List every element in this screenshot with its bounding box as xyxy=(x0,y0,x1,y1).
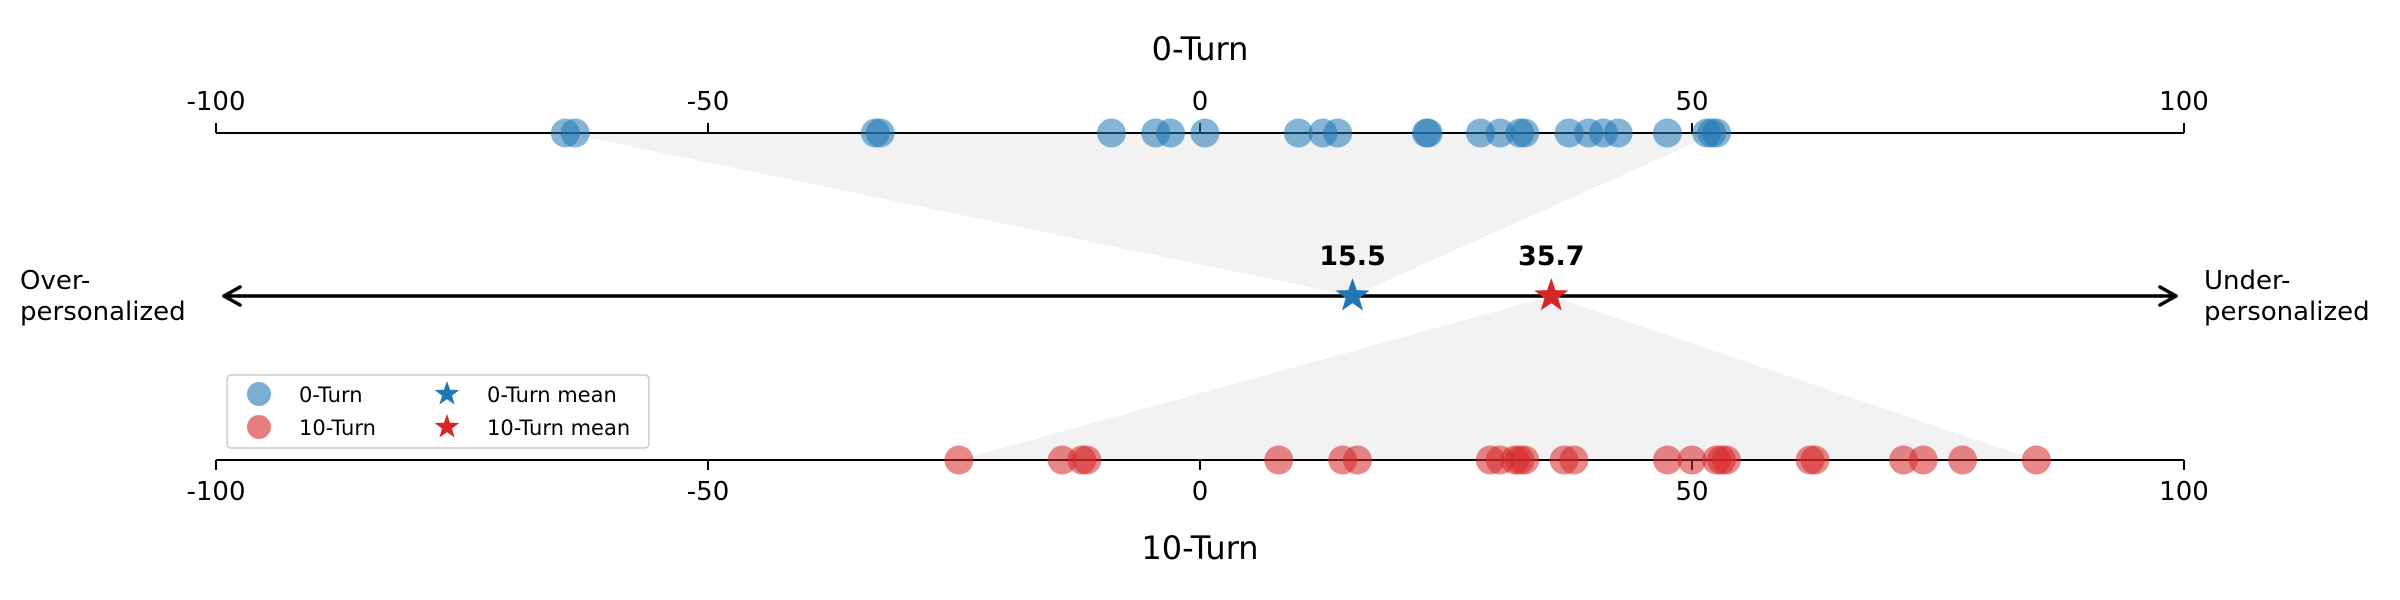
over-personalized-label-line1: Over- xyxy=(20,266,90,296)
left-arrowhead-icon xyxy=(222,285,242,307)
bottom-tick-label: -50 xyxy=(687,477,729,507)
mean-star-0-turn-mean xyxy=(1335,278,1370,311)
point-10-turn xyxy=(1652,445,1682,475)
top-tick-label: 0 xyxy=(1192,87,1209,117)
point-0-turn xyxy=(1702,118,1732,148)
legend-box xyxy=(226,374,650,449)
under-personalized-label-line2: personalized xyxy=(2204,297,2370,327)
mean-label: 15.5 xyxy=(1319,241,1386,272)
point-10-turn xyxy=(1510,445,1540,475)
point-0-turn xyxy=(865,118,895,148)
mean-star-10-turn-mean xyxy=(1534,278,1569,311)
point-0-turn xyxy=(1413,118,1443,148)
point-0-turn xyxy=(1155,118,1185,148)
point-0-turn xyxy=(1510,118,1540,148)
top-axis-ticks: -100 -50 0 50 100 xyxy=(186,87,2209,133)
point-0-turn xyxy=(1096,118,1126,148)
point-10-turn xyxy=(1559,445,1589,475)
right-arrowhead-icon xyxy=(2158,285,2178,307)
bottom-tick-label: 50 xyxy=(1675,477,1708,507)
legend: 0-Turn 10-Turn 0-Turn mean 10-Turn mean xyxy=(226,374,650,449)
point-10-turn xyxy=(1072,445,1102,475)
point-0-turn xyxy=(1603,118,1633,148)
middle-axis: Over- personalized Under- personalized xyxy=(20,266,2370,327)
legend-label-0-turn-mean: 0-Turn mean xyxy=(487,383,617,407)
bottom-tick-label: 0 xyxy=(1192,477,1209,507)
under-personalized-label-line1: Under- xyxy=(2204,266,2290,296)
top-tick-label: 50 xyxy=(1675,87,1708,117)
point-0-turn xyxy=(1190,118,1220,148)
point-10-turn xyxy=(944,445,974,475)
legend-label-10-turn-mean: 10-Turn mean xyxy=(487,416,630,440)
point-10-turn xyxy=(1711,445,1741,475)
bottom-tick-label: -100 xyxy=(186,477,245,507)
point-0-turn xyxy=(1283,118,1313,148)
legend-marker-10-turn xyxy=(247,415,271,439)
top-tick-label: 100 xyxy=(2159,87,2209,117)
point-10-turn xyxy=(1948,445,1978,475)
legend-label-0-turn: 0-Turn xyxy=(299,383,363,407)
point-0-turn xyxy=(1652,118,1682,148)
point-0-turn xyxy=(1323,118,1353,148)
legend-star-0-turn-mean-icon xyxy=(434,381,460,405)
top-axis-title: 0-Turn xyxy=(1152,30,1249,68)
over-personalized-label-line2: personalized xyxy=(20,297,186,327)
fan-region-0-turn xyxy=(565,133,1717,296)
fan-regions xyxy=(565,133,2037,460)
point-10-turn xyxy=(1908,445,1938,475)
legend-label-10-turn: 10-Turn xyxy=(299,416,376,440)
bottom-axis-title: 10-Turn xyxy=(1141,529,1258,567)
mean-label: 35.7 xyxy=(1518,241,1585,272)
point-10-turn xyxy=(1800,445,1830,475)
point-10-turn xyxy=(1342,445,1372,475)
bottom-axis: -100 -50 0 50 100 10-Turn xyxy=(186,459,2209,567)
point-0-turn xyxy=(560,118,590,148)
legend-marker-0-turn xyxy=(247,382,271,406)
legend-star-10-turn-mean-icon xyxy=(434,414,460,438)
mean-markers: 15.5 35.7 xyxy=(1319,241,1585,311)
top-tick-label: -50 xyxy=(687,87,729,117)
fan-region-10-turn xyxy=(958,296,2037,460)
point-10-turn xyxy=(1264,445,1294,475)
data-points xyxy=(550,118,2051,475)
top-tick-label: -100 xyxy=(186,87,245,117)
bottom-tick-label: 100 xyxy=(2159,477,2209,507)
top-axis: 0-Turn -100 -50 0 50 100 xyxy=(186,30,2209,134)
point-10-turn xyxy=(1677,445,1707,475)
point-10-turn xyxy=(2021,445,2051,475)
